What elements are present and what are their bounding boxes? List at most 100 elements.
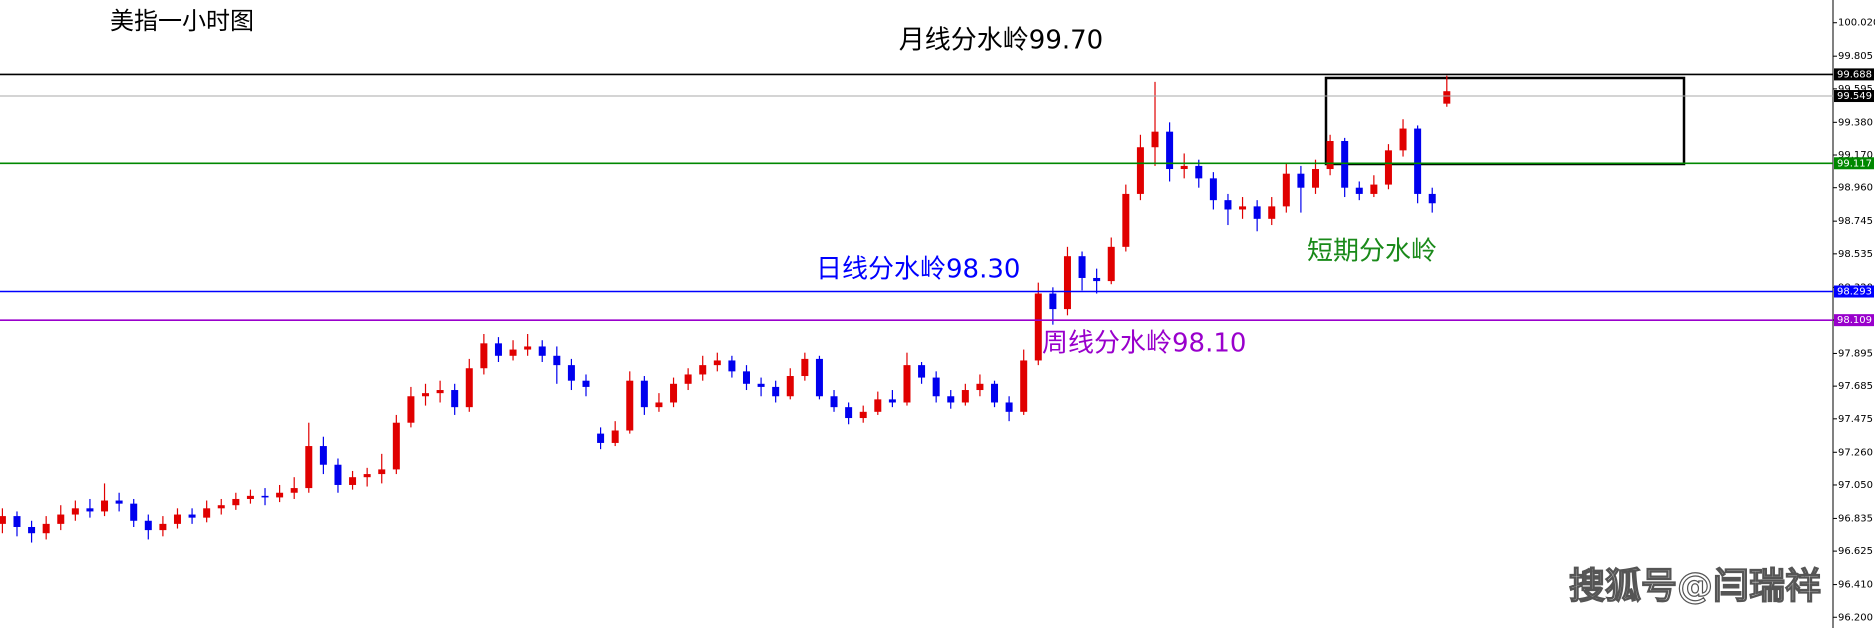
candle-body [392, 422, 400, 470]
candle-body [728, 360, 736, 372]
candle-body [422, 393, 430, 397]
level-label: 99.117 [1837, 158, 1872, 169]
candle-body [1063, 256, 1071, 310]
candle-body [845, 407, 853, 419]
candle-body [290, 488, 298, 493]
candle-body [203, 508, 211, 518]
candle-body [772, 386, 780, 397]
candle-body [494, 343, 502, 356]
candle-body [451, 390, 459, 408]
candle-body [28, 526, 36, 534]
candle-body [1034, 293, 1042, 361]
candle-body [57, 514, 65, 524]
level-label-box [1834, 314, 1874, 327]
candle-body [232, 498, 240, 506]
candle-body [407, 396, 415, 423]
candle-body [1312, 169, 1319, 188]
candle-body [888, 399, 896, 403]
y-tick-label: 98.745 [1838, 216, 1873, 227]
candle-body [1428, 193, 1436, 204]
candle-body [538, 346, 546, 356]
candle-body [188, 514, 196, 518]
candle-body [217, 505, 225, 509]
y-tick-label: 97.050 [1838, 480, 1873, 491]
y-tick-label: 99.170 [1838, 150, 1873, 161]
y-tick-label: 97.475 [1838, 414, 1873, 425]
candle-body [553, 355, 561, 366]
candle-body [1093, 277, 1101, 282]
candle-body [319, 446, 327, 465]
level-label: 99.688 [1837, 69, 1872, 80]
candle-body [786, 376, 794, 397]
y-tick-label: 99.380 [1838, 117, 1873, 128]
candle-body [1209, 178, 1217, 201]
candle-body [830, 396, 838, 408]
candle-body [144, 520, 152, 531]
candle-body [1136, 147, 1144, 194]
candle-body [349, 477, 357, 485]
y-tick-label: 97.260 [1838, 447, 1873, 458]
chart-title: 美指一小时图 [110, 7, 254, 35]
y-tick-label: 96.835 [1838, 513, 1873, 524]
candle-body [713, 360, 721, 366]
candle-body [13, 516, 21, 527]
candle-body [961, 390, 969, 403]
y-tick-label: 97.895 [1838, 348, 1873, 359]
candle-body [757, 383, 765, 387]
candle-body [1253, 206, 1261, 219]
candle-body [976, 383, 984, 391]
candle-body [815, 358, 823, 397]
candle-body [1399, 128, 1407, 151]
candle-body [436, 390, 444, 394]
level-label: 98.109 [1837, 315, 1872, 326]
candle-body [1443, 91, 1451, 104]
candle-body [991, 383, 999, 403]
candle-body [130, 503, 138, 521]
candle-body [611, 430, 619, 443]
watermark: 搜狐号@闫瑞祥 [1569, 566, 1821, 607]
y-tick-label: 96.625 [1838, 546, 1873, 557]
candle-body [1005, 402, 1013, 412]
candle-body [1355, 187, 1363, 194]
candle-body [947, 396, 955, 403]
y-tick-label: 97.685 [1838, 381, 1873, 392]
candle-body [115, 500, 123, 504]
candle-body [582, 380, 590, 387]
candle-body [903, 365, 911, 403]
candle-body [86, 508, 94, 512]
candle-body [159, 523, 167, 531]
candle-body [874, 399, 882, 412]
level-label-box [1834, 90, 1874, 103]
level-label-box [1834, 68, 1874, 81]
candle-body [655, 402, 663, 408]
candle-body [1224, 200, 1232, 210]
annotation: 月线分水岭99.70 [899, 26, 1103, 56]
candle-body [1268, 206, 1276, 219]
candle-body [742, 371, 750, 384]
candle-body [42, 523, 50, 534]
candle-body [699, 365, 707, 375]
y-tick-label: 99.595 [1838, 84, 1873, 95]
y-tick-label: 99.805 [1838, 51, 1873, 62]
candle-body [261, 495, 269, 498]
candle-body [465, 368, 473, 408]
y-tick-label: 98.960 [1838, 183, 1873, 194]
candle-body [1297, 173, 1305, 188]
candle-body [1195, 165, 1203, 179]
y-tick-label: 100.020 [1838, 18, 1875, 29]
level-label: 98.293 [1837, 287, 1872, 298]
candle-body [597, 433, 605, 443]
candle-body [670, 383, 678, 403]
candle-body [1151, 131, 1159, 148]
annotation: 短期分水岭 [1307, 237, 1437, 267]
candle-body [524, 346, 532, 350]
candle-body [334, 464, 342, 485]
candle-body [1384, 150, 1392, 185]
candle-body [1239, 206, 1247, 210]
candle-body [567, 365, 575, 381]
candle-body [1122, 193, 1130, 247]
candle-body [1341, 141, 1349, 188]
